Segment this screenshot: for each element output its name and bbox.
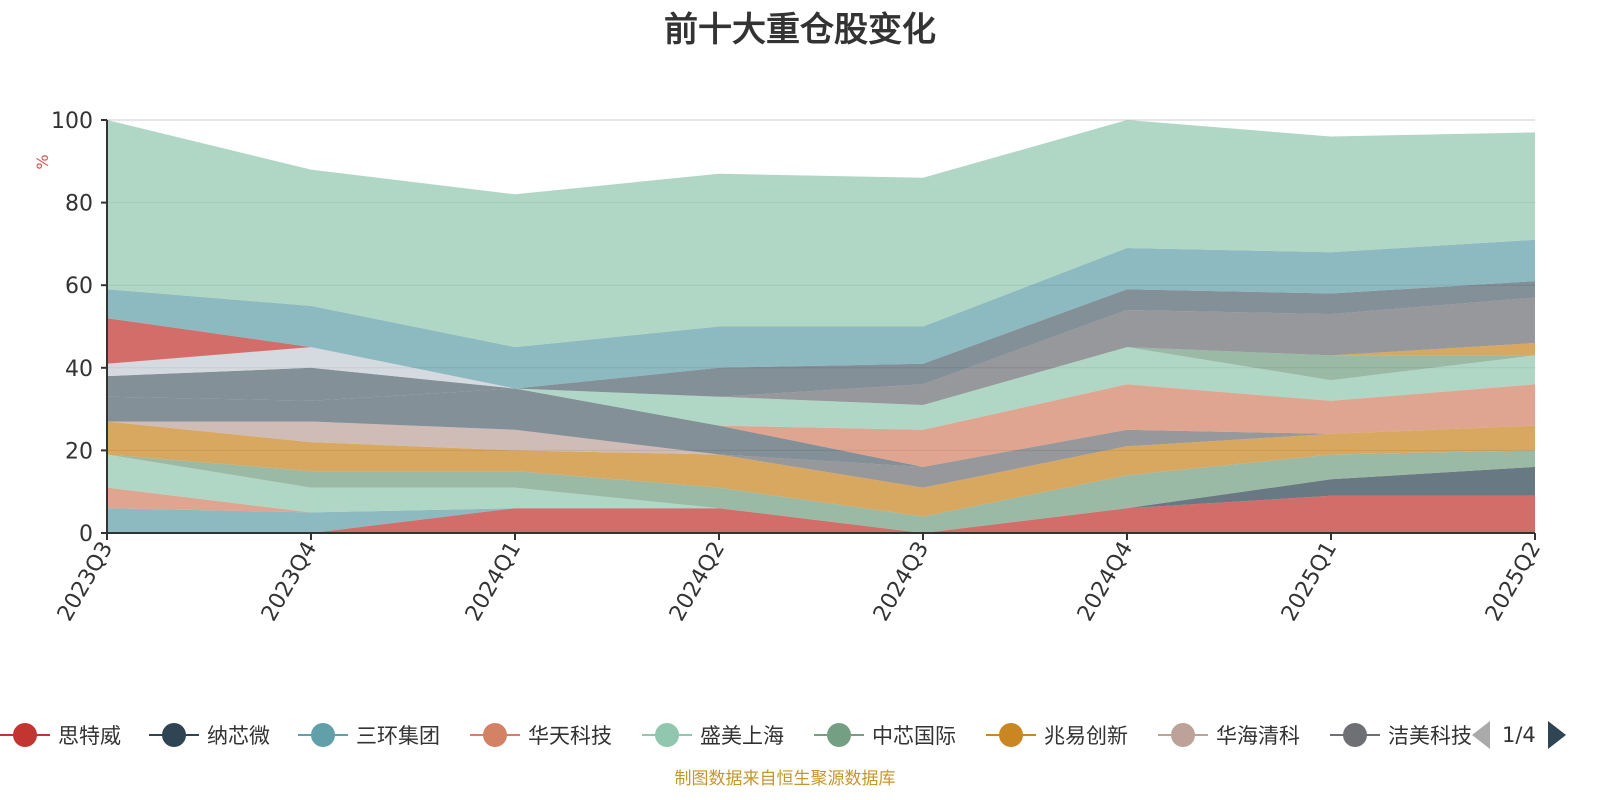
x-tick-label: 2023Q4 — [257, 538, 322, 626]
legend-marker-icon — [0, 717, 50, 753]
area-series-6[interactable] — [107, 421, 1535, 517]
area-series-19[interactable] — [107, 239, 1535, 389]
x-tick-label: 2024Q4 — [1073, 538, 1138, 626]
y-tick-label: 80 — [65, 192, 93, 217]
legend-label: 洁美科技 — [1388, 724, 1472, 748]
x-tick-label: 2025Q1 — [1277, 538, 1342, 626]
area-series-2[interactable] — [107, 466, 1535, 533]
area-series-15[interactable] — [107, 297, 1535, 405]
y-tick-label: 0 — [79, 522, 93, 547]
legend-item[interactable]: 思特威 — [0, 717, 121, 753]
area-series-8[interactable] — [107, 421, 1535, 488]
y-tick-label: 20 — [65, 439, 93, 464]
legend-label: 华天科技 — [528, 724, 612, 748]
legend-item[interactable]: 纳芯微 — [149, 717, 270, 753]
legend-marker-icon — [149, 717, 199, 753]
legend-label: 纳芯微 — [207, 724, 270, 748]
legend-item[interactable]: 盛美上海 — [642, 717, 784, 753]
area-series-1[interactable] — [107, 466, 1535, 533]
area-series-layer — [107, 120, 1535, 533]
legend-marker-icon — [642, 717, 692, 753]
legend-label: 华海清科 — [1216, 724, 1300, 748]
area-series-11[interactable] — [107, 384, 1535, 467]
legend-item[interactable]: 华海清科 — [1158, 717, 1300, 753]
legend-label: 思特威 — [58, 724, 121, 748]
legend-marker-icon — [1158, 717, 1208, 753]
legend-page-indicator: 1/4 — [1502, 723, 1536, 747]
legend-label: 中芯国际 — [872, 724, 956, 748]
legend-item[interactable]: 兆易创新 — [986, 717, 1128, 753]
legend-marker-icon — [470, 717, 520, 753]
y-tick-label: 60 — [65, 274, 93, 299]
x-tick-label: 2024Q2 — [665, 538, 730, 626]
area-series-12[interactable] — [107, 347, 1535, 430]
triangle-left-icon[interactable] — [1472, 721, 1490, 749]
x-tick-label: 2024Q3 — [869, 538, 934, 626]
legend-item[interactable]: 中芯国际 — [814, 717, 956, 753]
legend-label: 三环集团 — [356, 724, 440, 748]
area-series-7[interactable] — [107, 421, 1535, 488]
chart-title: 前十大重仓股变化 — [664, 10, 936, 50]
legend-item[interactable]: 三环集团 — [298, 717, 440, 753]
x-tick-label: 2023Q3 — [53, 538, 118, 626]
legend-label: 兆易创新 — [1044, 724, 1128, 748]
legend-marker-icon — [298, 717, 348, 753]
y-tick-label: 40 — [65, 357, 93, 382]
area-series-0[interactable] — [107, 495, 1535, 533]
legend-marker-icon — [1330, 717, 1380, 753]
y-axis-unit-label: % — [33, 154, 52, 169]
stacked-area-chart: 0 20 40 60 80 100 2023Q3 2023Q4 2024Q1 2024Q2 2024… — [33, 109, 1546, 626]
x-tick-label: 2025Q2 — [1481, 538, 1546, 626]
legend: 思特威 纳芯微 三环集团 华天科技 盛美上海 中芯国际 兆易创新 华海清科 洁美科技 — [0, 717, 1480, 753]
legend-marker-icon — [814, 717, 864, 753]
triangle-right-icon[interactable] — [1547, 721, 1566, 749]
y-tick-label: 100 — [51, 109, 93, 134]
legend-marker-icon — [986, 717, 1036, 753]
area-series-5[interactable] — [107, 450, 1535, 533]
legend-item[interactable]: 洁美科技 — [1330, 717, 1472, 753]
x-tick-label: 2024Q1 — [461, 538, 526, 626]
legend-label: 盛美上海 — [700, 724, 784, 748]
area-series-20[interactable] — [107, 120, 1535, 348]
area-series-16[interactable] — [107, 281, 1535, 401]
legend-item[interactable]: 华天科技 — [470, 717, 612, 753]
source-note: 制图数据来自恒生聚源数据库 — [674, 769, 896, 789]
area-series-9[interactable] — [107, 388, 1535, 467]
area-series-4[interactable] — [107, 454, 1535, 534]
legend-pager: 1/4 — [1472, 717, 1566, 753]
